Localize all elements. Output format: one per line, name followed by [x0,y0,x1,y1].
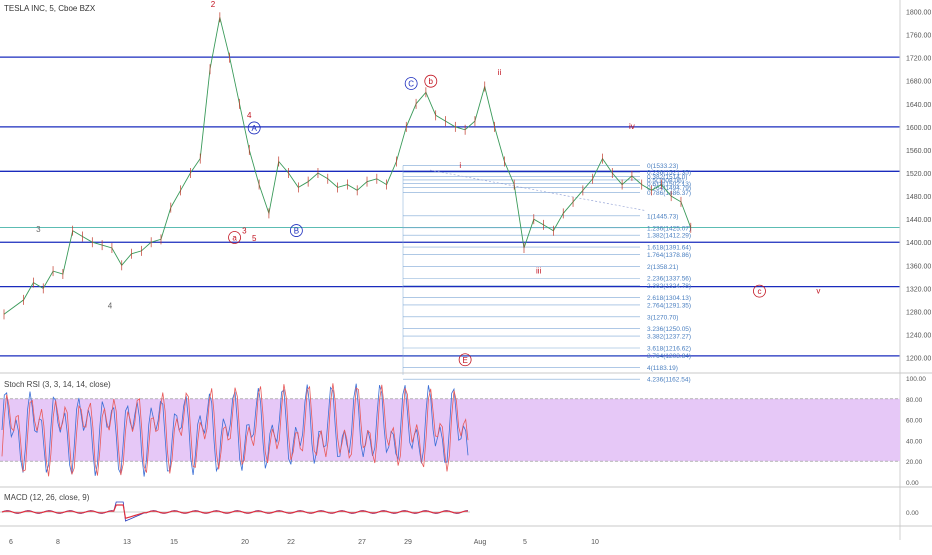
wave-label: i [459,161,461,170]
wave-label: iii [536,266,542,275]
wave-circle [458,353,472,367]
x-tick-label: 20 [241,539,249,546]
stoch-tick-label: 0.00 [906,480,919,487]
fib-level-label: 2(1358.21) [647,264,678,271]
wave-label: 4 [247,111,252,120]
stoch-tick-label: 40.00 [906,438,923,445]
price-pane [0,0,900,372]
x-tick-label: 29 [404,539,412,546]
wave-label: 5 [252,234,257,243]
stoch-d-line [1,383,469,477]
fib-level-label: 1.764(1378.86) [647,252,691,259]
macd-tick-label: 0.00 [906,510,919,517]
x-tick-label: 13 [123,539,131,546]
wave-circle [228,231,241,244]
stoch-tick-label: 100.00 [906,376,926,383]
x-tick-label: 5 [523,539,527,546]
wave-label: B [294,227,299,236]
y-tick-label: 1400.00 [906,240,931,247]
chart-title: TESLA INC, 5, Cboe BZX [4,4,96,13]
y-tick-label: 1320.00 [906,286,931,293]
y-tick-label: 1800.00 [906,10,931,17]
stoch-tick-label: 20.00 [906,459,923,466]
x-tick-label: 15 [170,539,178,546]
fib-level-label: 3.382(1237.27) [647,334,691,341]
fib-level-label: 2.236(1337.56) [647,276,691,283]
y-tick-label: 1200.00 [906,356,931,363]
macd-label: MACD (12, 26, close, 9) [4,493,90,502]
y-tick-label: 1720.00 [906,56,931,63]
y-axis-background [900,0,932,550]
fib-level-label: 0.236(1521.35) [647,170,691,177]
stoch-rsi-label: Stoch RSI (3, 3, 14, 14, close) [4,380,111,389]
wave-label: 3 [242,227,247,236]
fib-level-label: 4.236(1162.54) [647,377,691,384]
fib-level-label: 0.5(1508.06) [647,177,684,184]
fib-level-label: 0.382(1514.0) [647,174,687,181]
fib-level-label: 1(1445.73) [647,213,678,220]
wave-label: 3 [36,225,41,234]
wave-label: c [757,287,761,296]
stoch-tick-label: 60.00 [906,418,923,425]
wave-label: ii [498,68,502,77]
wave-circle [753,284,766,298]
fib-level-label: 0.764(1494.79) [647,185,691,192]
fib-level-label: 2.382(1324.78) [647,283,691,290]
fib-level-label: 1.618(1391.64) [647,245,691,252]
y-tick-label: 1760.00 [906,33,931,40]
trend-projection-line [429,169,646,211]
wave-label: v [816,287,820,296]
fib-level-label: 3.618(1216.62) [647,345,691,352]
y-tick-label: 1280.00 [906,309,931,316]
y-tick-label: 1600.00 [906,125,931,132]
wave-label: A [252,124,258,133]
y-tick-label: 1640.00 [906,102,931,109]
x-tick-label: Aug [474,539,487,546]
fib-level-label: 1.236(1425.07) [647,225,691,232]
y-tick-label: 1480.00 [906,194,931,201]
y-tick-label: 1680.00 [906,79,931,86]
fib-level-label: 1.382(1412.29) [647,233,691,240]
price-line [3,17,692,315]
wave-label: b [429,77,434,86]
macd-signal-line [1,504,469,520]
x-tick-label: 10 [591,539,599,546]
fib-level-label: 3.236(1250.05) [647,326,691,333]
wave-label: 2 [211,0,216,9]
y-tick-label: 1360.00 [906,263,931,270]
wave-circle [404,77,418,90]
wave-label: a [232,234,237,243]
fib-level-label: 3(1270.70) [647,314,678,321]
wave-label: 4 [108,302,113,311]
fib-level-label: 3.764(1203.84) [647,353,691,360]
fib-level-label: 2.618(1304.13) [647,295,691,302]
y-tick-label: 1240.00 [906,333,931,340]
fib-level-label: 4(1183.19) [647,365,678,372]
wave-circle [247,121,261,135]
x-tick-label: 22 [287,539,295,546]
y-tick-label: 1440.00 [906,217,931,224]
wave-circle [289,224,303,237]
y-tick-label: 1560.00 [906,148,931,155]
fib-level-label: 2.764(1291.35) [647,302,691,309]
fib-level-label: 0.618(1502.13) [647,181,691,188]
x-tick-label: 27 [358,539,366,546]
wave-circle [424,74,438,88]
x-tick-label: 6 [9,539,13,546]
y-tick-label: 1520.00 [906,171,931,178]
wave-label: C [408,80,414,89]
stoch-tick-label: 80.00 [906,397,923,404]
x-tick-label: 8 [56,539,60,546]
fib-level-label: 0(1533.23) [647,163,678,170]
wave-label: E [462,356,467,365]
wave-label: iv [629,122,635,131]
